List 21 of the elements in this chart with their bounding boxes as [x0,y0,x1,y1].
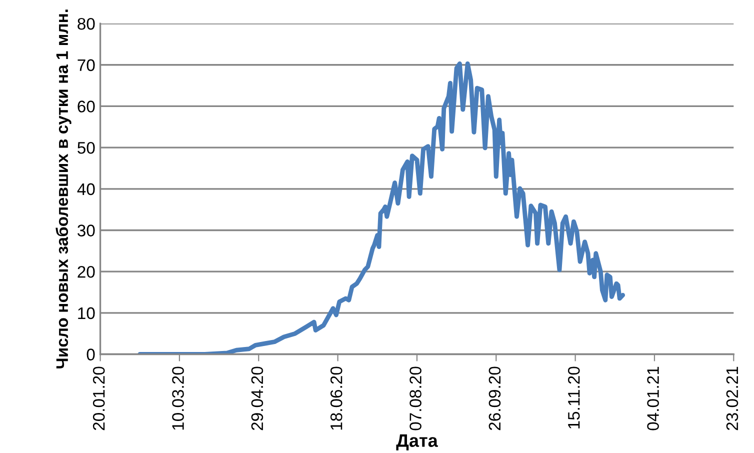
y-tick-label: 40 [77,183,95,196]
x-tick-label: 10.03.20 [172,366,184,430]
x-tick-label: 18.06.20 [330,366,342,430]
x-tick-label: 20.01.20 [92,366,105,430]
y-tick-label: 20 [78,266,95,278]
x-tick-label: 29.04.20 [251,366,264,430]
y-tick-label: 80 [78,18,95,30]
x-tick-label: 23.02.21 [726,366,738,430]
y-tick-label: 30 [78,224,95,236]
y-tick-label: 50 [78,142,95,154]
x-tick-label: 26.09.20 [488,366,501,430]
y-tick-label: 70 [78,59,95,72]
x-tick-label: 07.08.20 [410,366,422,430]
y-axis-title: Число новых заболевших в сутки на 1 млн. [56,10,72,368]
line-series [138,61,626,354]
x-axis-title: Дата [396,434,438,450]
y-tick-label: 10 [78,307,95,320]
x-tick-label: 04.01.21 [647,366,659,430]
y-tick-label: 0 [86,348,95,360]
y-tick-label: 60 [78,100,95,112]
x-tick-label: 15.11.20 [568,366,580,428]
